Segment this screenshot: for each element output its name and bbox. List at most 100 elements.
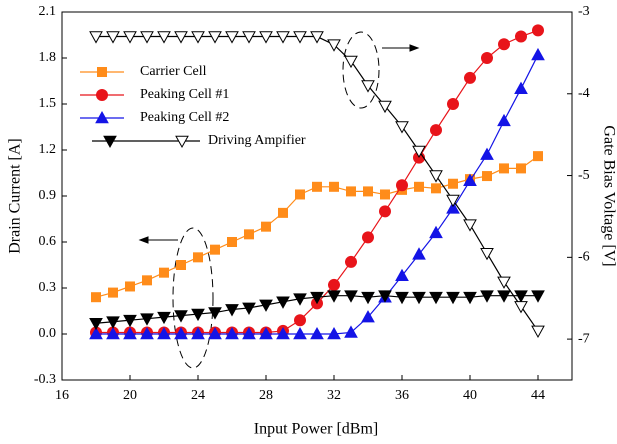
marker (463, 291, 477, 305)
marker (294, 314, 306, 327)
marker (482, 171, 492, 182)
marker (310, 31, 324, 44)
legend-marker (96, 89, 108, 101)
marker (157, 311, 171, 325)
marker (174, 326, 188, 340)
marker (531, 325, 545, 338)
marker (497, 290, 511, 303)
plot-frame (61, 11, 573, 381)
marker (276, 326, 290, 340)
marker (174, 31, 188, 44)
marker (395, 291, 409, 305)
marker (191, 326, 205, 340)
marker (344, 290, 358, 303)
y-tick-label: 2.1 (39, 4, 57, 19)
marker (497, 113, 511, 127)
marker (363, 186, 373, 197)
legend-marker (103, 135, 117, 149)
marker (345, 255, 357, 268)
marker (327, 39, 341, 52)
marker (480, 290, 494, 303)
y-tick-label: 0.3 (39, 280, 57, 295)
marker (380, 189, 390, 200)
x-axis-label: Input Power [dBm] (254, 421, 378, 438)
marker (123, 31, 137, 44)
marker (242, 302, 256, 315)
marker (125, 281, 135, 292)
marker (193, 252, 203, 263)
marker (412, 145, 426, 159)
marker (108, 287, 118, 298)
marker (514, 301, 528, 314)
marker (378, 290, 392, 303)
marker (278, 207, 288, 218)
legend-marker (175, 135, 189, 149)
marker (463, 173, 477, 186)
marker (498, 38, 510, 51)
marker (464, 71, 476, 84)
x-tick-label: 24 (191, 388, 205, 403)
legend-label: Carrier Cell (140, 64, 207, 79)
legend-label: Peaking Cell #1 (140, 87, 229, 102)
marker (312, 181, 322, 192)
marker (395, 121, 409, 134)
marker (259, 326, 273, 340)
y2-tick-label: -4 (578, 86, 590, 101)
legend-label: Peaking Cell #2 (140, 110, 229, 125)
marker (106, 326, 120, 340)
legend-marker (97, 67, 107, 77)
marker (276, 296, 290, 309)
y-tick-label: 1.2 (39, 142, 57, 157)
marker (123, 314, 137, 328)
marker (515, 30, 527, 43)
marker (446, 201, 460, 214)
marker (431, 183, 441, 194)
marker (89, 326, 103, 340)
marker (310, 326, 324, 340)
marker (412, 247, 426, 260)
legend-label: Driving Ampifier (208, 133, 306, 148)
x-tick-label: 28 (259, 388, 273, 403)
marker (244, 229, 254, 240)
marker (225, 326, 239, 340)
marker (225, 31, 239, 44)
marker (396, 179, 408, 192)
marker (89, 317, 103, 331)
marker (327, 290, 341, 303)
marker (276, 31, 290, 44)
y2-tick-label: -5 (578, 168, 590, 183)
marker (310, 291, 324, 305)
marker (140, 31, 154, 44)
marker (123, 326, 137, 340)
marker (531, 47, 545, 61)
x-tick-label: 44 (531, 388, 545, 403)
y2-tick-label: -7 (578, 331, 590, 346)
marker (106, 316, 120, 329)
marker (259, 31, 273, 44)
y-tick-label: 1.5 (39, 96, 57, 111)
marker (159, 267, 169, 278)
marker (242, 326, 256, 340)
marker (430, 124, 442, 137)
y-tick-label: -0.3 (34, 372, 56, 387)
marker (89, 31, 103, 44)
y-axis-label: Drain Current [A] (7, 138, 24, 254)
marker (191, 308, 205, 322)
marker (499, 163, 509, 174)
marker (362, 231, 374, 244)
marker (531, 290, 545, 303)
marker (448, 178, 458, 189)
marker (142, 275, 152, 286)
marker (361, 80, 375, 93)
marker (176, 260, 186, 270)
x-tick-label: 16 (55, 388, 69, 403)
marker (91, 292, 101, 303)
marker (329, 181, 339, 192)
marker (242, 31, 256, 44)
marker (344, 55, 358, 69)
marker (446, 194, 460, 208)
marker (429, 170, 443, 183)
marker (379, 205, 391, 218)
marker (259, 299, 273, 312)
marker (429, 225, 443, 239)
